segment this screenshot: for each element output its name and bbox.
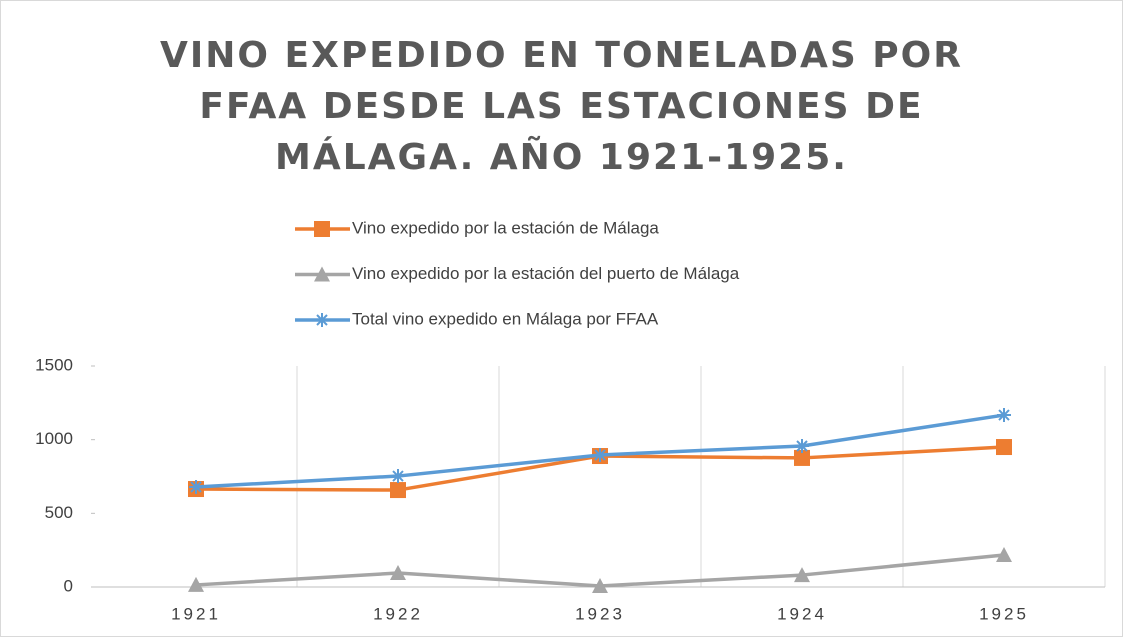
marker [391, 469, 405, 484]
marker [996, 547, 1012, 563]
marker [390, 482, 406, 499]
legend-label: Vino expedido por la estación del puerto… [352, 264, 740, 283]
marker [390, 565, 406, 581]
marker [188, 576, 204, 592]
marker [314, 266, 330, 282]
legend-label: Total vino expedido en Málaga por FFAA [352, 309, 659, 328]
chart-title: VINO EXPEDIDO EN TONELADAS POR FFAA DESD… [160, 35, 963, 178]
marker [592, 577, 608, 593]
x-tick-label: 1923 [575, 604, 625, 623]
marker [996, 439, 1012, 456]
y-tick-label: 0 [64, 576, 73, 595]
y-tick-label: 1500 [35, 355, 73, 374]
marker [794, 567, 810, 583]
x-tick-label: 1924 [777, 604, 827, 623]
marker [997, 408, 1011, 423]
y-tick-label: 500 [45, 503, 73, 522]
marker [794, 449, 810, 466]
x-tick-label: 1925 [979, 604, 1029, 623]
marker [315, 313, 329, 327]
y-tick-label: 1000 [35, 429, 73, 448]
x-tick-label: 1922 [373, 604, 423, 623]
marker [314, 221, 330, 237]
legend-label: Vino expedido por la estación de Málaga [352, 218, 659, 237]
marker [795, 439, 809, 454]
marker [189, 479, 203, 494]
marker [593, 447, 607, 462]
x-tick-label: 1921 [171, 604, 221, 623]
